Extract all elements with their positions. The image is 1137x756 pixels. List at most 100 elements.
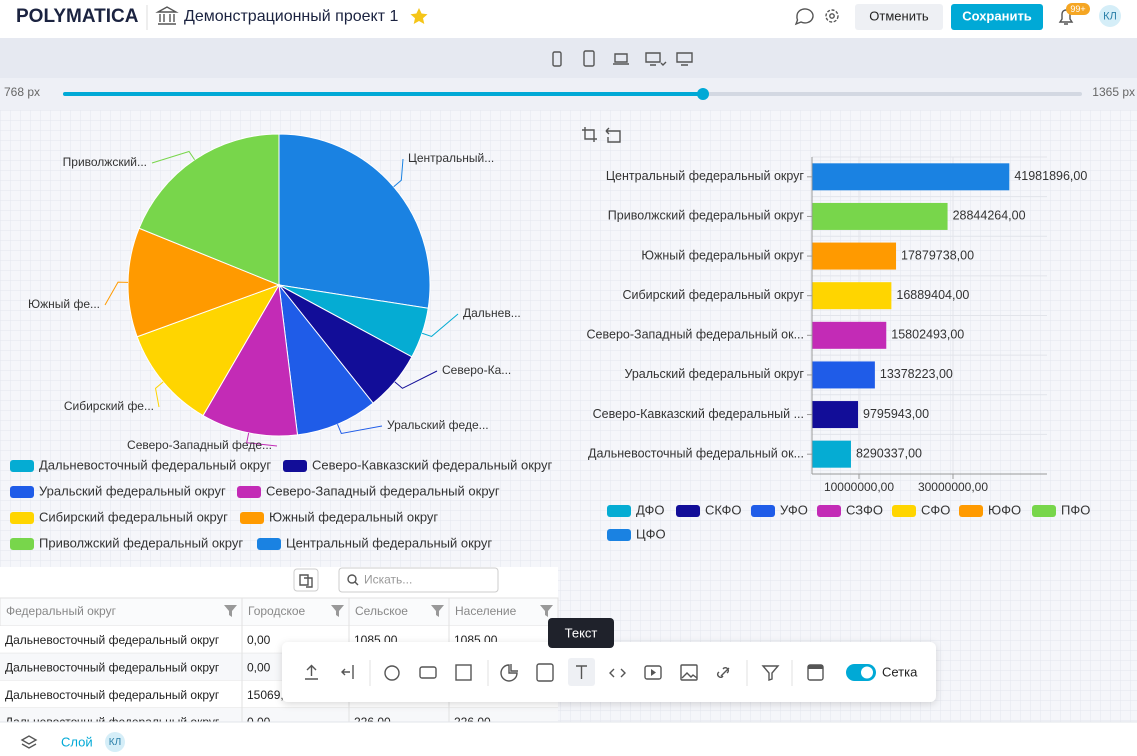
legend-label[interactable]: Северо-Кавказский федеральный округ bbox=[312, 457, 552, 472]
tool-filter[interactable] bbox=[761, 665, 780, 681]
device-desktop[interactable] bbox=[645, 52, 667, 66]
tool-reset[interactable] bbox=[605, 127, 621, 143]
tool-chart[interactable] bbox=[500, 664, 518, 682]
x-tick-label: 10000000,00 bbox=[824, 480, 894, 494]
layer-label[interactable]: Слой bbox=[61, 734, 93, 749]
x-tick-label: 30000000,00 bbox=[918, 480, 988, 494]
table-cell: 0,00 bbox=[247, 660, 271, 674]
legend-swatch[interactable] bbox=[817, 505, 841, 517]
device-wide[interactable] bbox=[676, 52, 693, 66]
pie-label: Южный фе... bbox=[28, 297, 100, 311]
bar[interactable] bbox=[812, 401, 859, 429]
bar[interactable] bbox=[812, 440, 851, 468]
footer: Слой КЛ bbox=[0, 721, 1137, 756]
legend-label[interactable]: ЦФО bbox=[636, 526, 666, 541]
legend-swatch[interactable] bbox=[959, 505, 983, 517]
tool-code[interactable] bbox=[609, 668, 626, 678]
legend-label[interactable]: Южный федеральный округ bbox=[269, 509, 438, 524]
legend-swatch[interactable] bbox=[607, 505, 631, 517]
y-tick-label: Дальневосточный федеральный ок... bbox=[588, 446, 804, 460]
tool-upload[interactable] bbox=[305, 664, 318, 680]
bar[interactable] bbox=[812, 242, 897, 270]
legend-swatch[interactable] bbox=[257, 538, 281, 550]
bar[interactable] bbox=[812, 163, 1010, 191]
legend-swatch[interactable] bbox=[237, 486, 261, 498]
legend-swatch[interactable] bbox=[607, 529, 631, 541]
pie-slice bbox=[136, 284, 281, 417]
device-tablet[interactable] bbox=[583, 50, 595, 67]
column-filter[interactable] bbox=[431, 605, 444, 617]
legend-label[interactable]: Уральский федеральный округ bbox=[39, 483, 226, 498]
legend-label[interactable]: ЮФО bbox=[988, 502, 1021, 517]
legend-label[interactable]: Приволжский федеральный округ bbox=[39, 535, 243, 550]
tool-link[interactable] bbox=[717, 667, 730, 678]
legend-label[interactable]: СКФО bbox=[705, 502, 742, 517]
bar[interactable] bbox=[812, 321, 887, 349]
grid-toggle-knob bbox=[861, 666, 873, 679]
legend-swatch[interactable] bbox=[10, 486, 34, 498]
bar-value-label: 13378223,00 bbox=[880, 367, 953, 381]
tool-crop[interactable] bbox=[582, 127, 597, 142]
column-header[interactable]: Городское bbox=[248, 604, 306, 618]
tool-image[interactable] bbox=[680, 664, 698, 681]
legend-swatch[interactable] bbox=[10, 512, 34, 524]
badge bbox=[1066, 3, 1090, 15]
bar[interactable] bbox=[812, 282, 892, 310]
comments-icon[interactable] bbox=[794, 8, 814, 26]
legend-swatch[interactable] bbox=[10, 538, 34, 550]
bar-value-label: 9795943,00 bbox=[863, 407, 929, 421]
column-filter[interactable] bbox=[224, 605, 237, 617]
legend-label[interactable]: ПФО bbox=[1061, 502, 1090, 517]
legend-swatch[interactable] bbox=[892, 505, 916, 517]
search-box[interactable] bbox=[338, 567, 499, 593]
project-icon bbox=[155, 6, 179, 25]
tool-collapse[interactable] bbox=[341, 665, 354, 679]
legend-label[interactable]: СФО bbox=[921, 502, 950, 517]
tool-palette[interactable] bbox=[384, 665, 400, 681]
legend-label[interactable]: Центральный федеральный округ bbox=[286, 535, 492, 550]
bar[interactable] bbox=[812, 202, 948, 230]
legend-label[interactable]: Сибирский федеральный округ bbox=[39, 509, 228, 524]
tool-video[interactable] bbox=[644, 665, 662, 680]
cancel-button[interactable] bbox=[855, 4, 943, 30]
legend-label[interactable]: УФО bbox=[780, 502, 808, 517]
legend-swatch[interactable] bbox=[676, 505, 700, 517]
legend-swatch[interactable] bbox=[10, 460, 34, 472]
column-header[interactable]: Сельское bbox=[355, 604, 408, 618]
bar-chart-tools bbox=[582, 127, 621, 143]
pie-label-line bbox=[104, 281, 129, 306]
bar-value-label: 8290337,00 bbox=[856, 446, 922, 460]
device-laptop[interactable] bbox=[613, 53, 629, 65]
settings-icon[interactable] bbox=[825, 9, 839, 23]
logo[interactable]: POLYMATICA bbox=[16, 6, 139, 27]
legend-label[interactable]: Дальневосточный федеральный округ bbox=[39, 457, 271, 472]
tool-frame[interactable] bbox=[455, 664, 472, 681]
device-phone[interactable] bbox=[552, 51, 562, 67]
search-icon-handle bbox=[354, 581, 359, 586]
table-cell: Дальневосточный федеральный округ bbox=[5, 633, 220, 647]
slider-knob[interactable] bbox=[697, 88, 709, 100]
layers-icon[interactable] bbox=[20, 735, 38, 749]
badge-text: 99+ bbox=[1070, 4, 1085, 14]
legend-label[interactable]: ДФО bbox=[636, 502, 665, 517]
legend-swatch[interactable] bbox=[751, 505, 775, 517]
tooltip-text: Текст bbox=[565, 625, 598, 640]
avatar[interactable] bbox=[1099, 5, 1121, 27]
bar[interactable] bbox=[812, 361, 875, 389]
table-cell: 15069, bbox=[247, 688, 284, 702]
favorite-star[interactable] bbox=[410, 8, 428, 24]
pie-label-line bbox=[393, 158, 404, 188]
legend-swatch[interactable] bbox=[240, 512, 264, 524]
column-filter[interactable] bbox=[540, 605, 553, 617]
column-header[interactable]: Федеральный округ bbox=[6, 604, 117, 618]
tool-layer[interactable] bbox=[419, 666, 437, 679]
pie-label-line bbox=[154, 381, 164, 408]
legend-swatch[interactable] bbox=[283, 460, 307, 472]
save-button[interactable] bbox=[951, 4, 1043, 30]
legend-swatch[interactable] bbox=[1032, 505, 1056, 517]
legend-label[interactable]: Северо-Западный федеральный округ bbox=[266, 483, 500, 498]
column-filter[interactable] bbox=[331, 605, 344, 617]
column-header[interactable]: Население bbox=[455, 604, 517, 618]
tool-svg[interactable] bbox=[536, 663, 554, 682]
legend-label[interactable]: СЗФО bbox=[846, 502, 883, 517]
